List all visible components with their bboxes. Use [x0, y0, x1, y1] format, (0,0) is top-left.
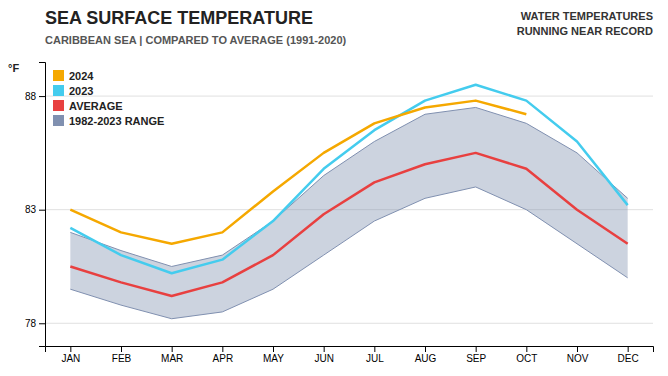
- range-lower-line: [70, 187, 627, 319]
- x-tick-mark: [526, 346, 527, 352]
- y-tick-mark: [39, 210, 45, 211]
- x-axis-line: [46, 347, 654, 353]
- legend-item: 2023: [53, 85, 93, 97]
- x-tick: FEB: [112, 346, 132, 364]
- y-axis-label: °F: [8, 62, 19, 74]
- y-axis: 78 83 88: [25, 63, 46, 347]
- x-tick-mark: [222, 346, 223, 352]
- x-tick: NOV: [567, 346, 589, 364]
- x-tick-mark: [425, 346, 426, 352]
- x-tick: MAY: [263, 346, 284, 364]
- x-tick-mark: [273, 346, 274, 352]
- x-tick-label: MAY: [263, 353, 284, 364]
- x-tick: SEP: [466, 346, 486, 364]
- x-tick-label: AUG: [415, 353, 437, 364]
- legend-item: 2024: [53, 70, 94, 82]
- y-tick-mark: [39, 96, 45, 97]
- x-tick: OCT: [516, 346, 537, 364]
- x-tick-mark: [374, 346, 375, 352]
- x-tick-mark: [476, 346, 477, 352]
- legend-label: AVERAGE: [69, 100, 123, 112]
- legend-swatch: [53, 85, 64, 96]
- legend-item: 1982-2023 RANGE: [53, 115, 164, 127]
- y-tick-label: 88: [25, 91, 37, 102]
- x-tick-label: APR: [213, 353, 234, 364]
- x-tick: JUL: [366, 346, 384, 364]
- x-tick-label: OCT: [516, 353, 537, 364]
- x-tick-mark: [172, 346, 173, 352]
- x-tick: JAN: [61, 346, 80, 364]
- y-axis-line: [39, 63, 46, 347]
- y-tick-label: 78: [25, 318, 37, 329]
- legend-swatch: [53, 100, 64, 111]
- legend-swatch: [53, 115, 64, 126]
- x-tick-label: SEP: [466, 353, 486, 364]
- x-tick-label: JUL: [366, 353, 384, 364]
- y-tick-mark: [39, 323, 45, 324]
- x-tick-label: DEC: [618, 353, 639, 364]
- x-tick-label: FEB: [112, 353, 132, 364]
- legend-swatch: [53, 70, 64, 81]
- x-tick-mark: [324, 346, 325, 352]
- y-tick: 78: [25, 318, 45, 329]
- legend-label: 2023: [69, 85, 93, 97]
- x-tick-label: MAR: [161, 353, 183, 364]
- x-tick-label: NOV: [567, 353, 589, 364]
- y-tick: 88: [25, 91, 45, 102]
- legend-label: 2024: [69, 70, 94, 82]
- x-tick-mark: [628, 346, 629, 352]
- x-tick: DEC: [618, 346, 639, 364]
- legend: 2024 2023 AVERAGE 1982-2023 RANGE: [53, 70, 164, 127]
- x-tick: APR: [213, 346, 234, 364]
- chart: SEA SURFACE TEMPERATURE CARIBBEAN SEA | C…: [0, 0, 668, 376]
- grid-line: [45, 323, 653, 324]
- subtitle: CARIBBEAN SEA | COMPARED TO AVERAGE (199…: [45, 34, 346, 46]
- title: SEA SURFACE TEMPERATURE: [45, 8, 313, 28]
- annotation: WATER TEMPERATURES RUNNING NEAR RECORD: [517, 10, 653, 37]
- legend-item: AVERAGE: [53, 100, 123, 112]
- legend-label: 1982-2023 RANGE: [69, 115, 164, 127]
- range-upper-line: [70, 107, 627, 266]
- x-tick-mark: [577, 346, 578, 352]
- plot: JAN FEB MAR APR MAY JUN JUL AUG SEP OCT NOV DEC 78 83…: [25, 63, 654, 365]
- x-tick: JUN: [314, 346, 333, 364]
- series-line: [70, 153, 627, 296]
- x-axis: JAN FEB MAR APR MAY JUN JUL AUG SEP OCT NOV DEC: [46, 346, 654, 364]
- x-tick-mark: [121, 346, 122, 352]
- x-tick: MAR: [161, 346, 183, 364]
- grid-line: [45, 96, 653, 97]
- annotation-line: RUNNING NEAR RECORD: [517, 25, 653, 37]
- x-tick: AUG: [415, 346, 437, 364]
- x-tick-label: JAN: [61, 353, 80, 364]
- y-tick-label: 83: [25, 204, 37, 215]
- x-tick-mark: [70, 346, 71, 352]
- x-tick-label: JUN: [314, 353, 333, 364]
- series-line: [70, 85, 627, 274]
- annotation-line: WATER TEMPERATURES: [521, 10, 653, 22]
- y-tick: 83: [25, 204, 45, 215]
